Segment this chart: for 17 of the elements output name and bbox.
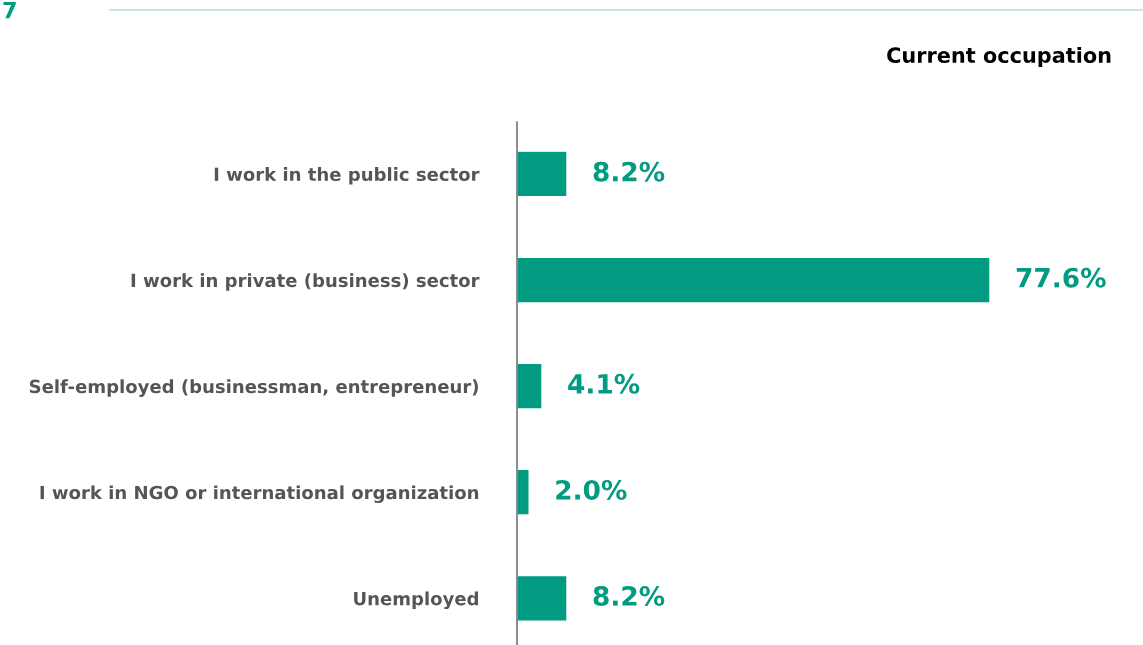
bar (517, 468, 530, 516)
y-tick-label: I work in private (business) sector (131, 273, 480, 291)
data-label: 8.2% (593, 161, 665, 182)
chart-title: Current occupation (887, 46, 1111, 68)
data-label: 77.6% (1016, 267, 1106, 288)
bar (517, 256, 991, 304)
bar (517, 574, 568, 622)
y-tick-label: I work in the public sector (214, 167, 480, 185)
y-tick-label: I work in NGO or international organization (40, 485, 479, 503)
bar (517, 362, 543, 410)
bar (517, 150, 568, 198)
y-tick-label: Self-employed (businessman, entrepreneur) (29, 379, 478, 397)
text: 7 (3, 1, 16, 19)
data-label: 8.2% (593, 586, 665, 606)
data-label: 2.0% (556, 479, 627, 500)
data-label: 4.1% (568, 373, 640, 394)
y-tick-label: Unemployed (354, 591, 478, 610)
